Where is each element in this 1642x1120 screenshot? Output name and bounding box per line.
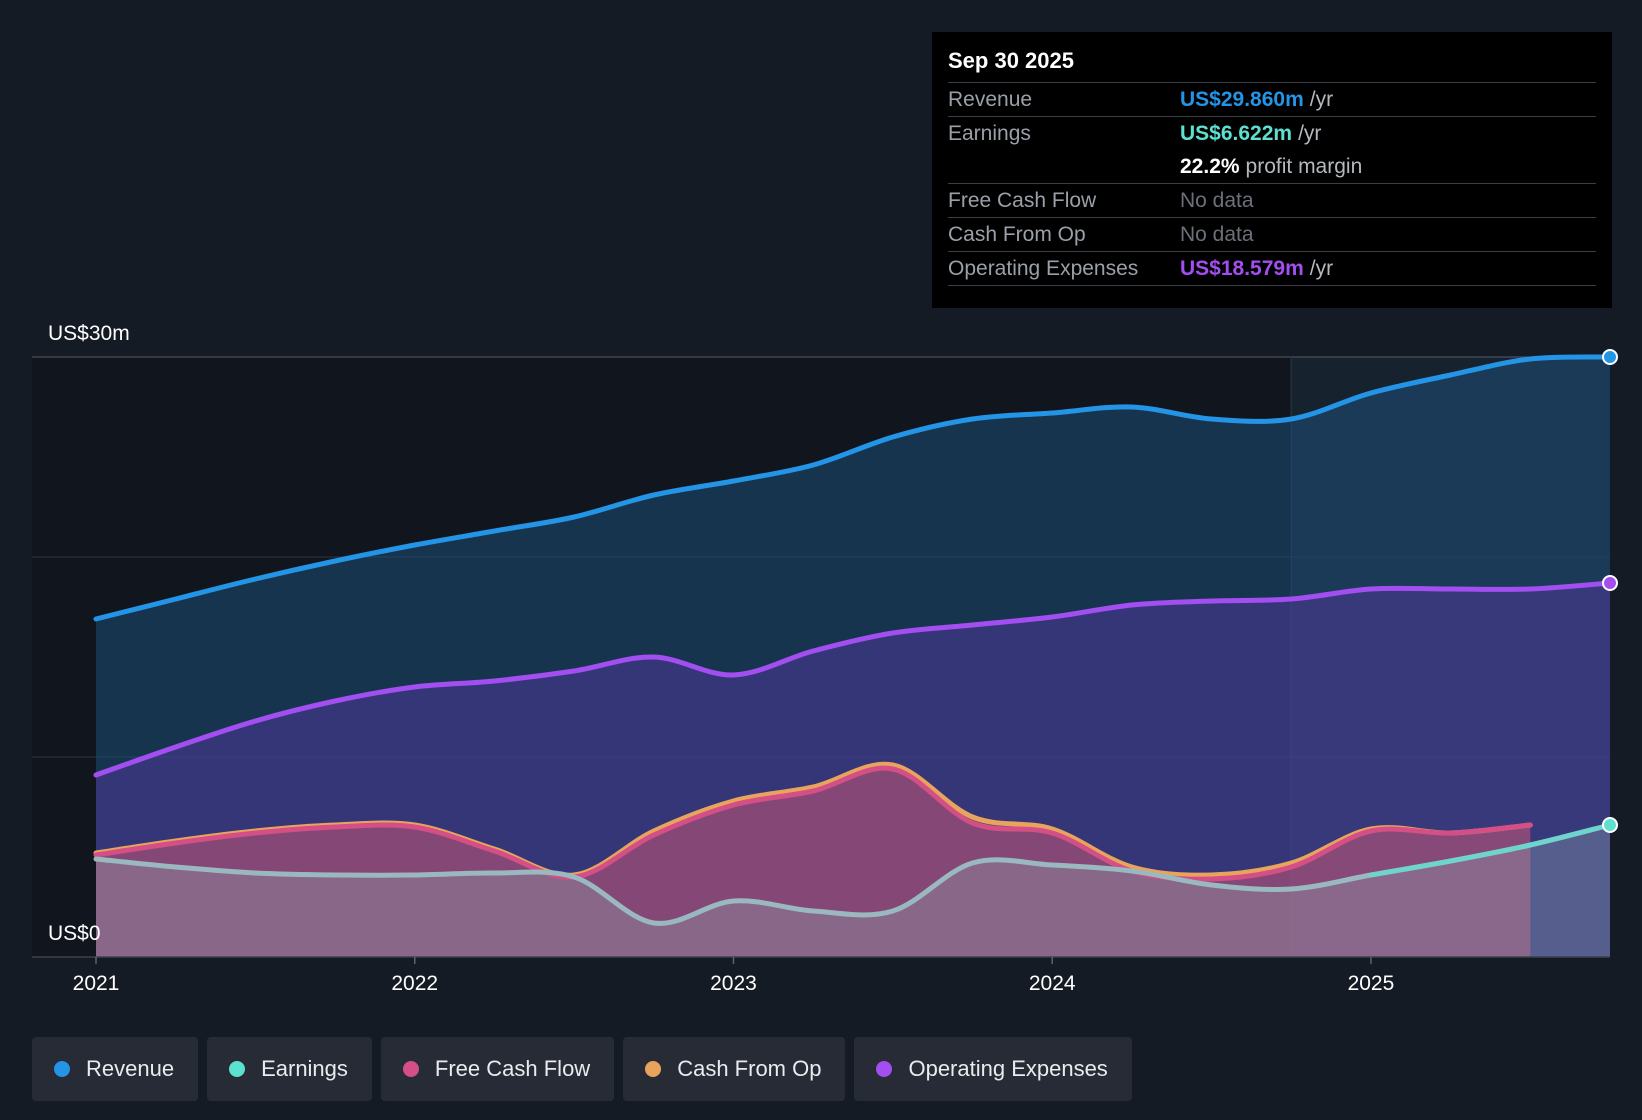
tooltip-label: Earnings (948, 122, 1031, 145)
legend-label: Operating Expenses (908, 1056, 1108, 1081)
legend-dot-icon (645, 1061, 662, 1077)
legend-label: Revenue (86, 1056, 175, 1081)
area-earnings (96, 825, 1610, 957)
tooltip-value: US$18.579m (1180, 257, 1304, 280)
legend-item-free-cash-flow[interactable]: Free Cash Flow (380, 1037, 615, 1101)
x-tick-label: 2025 (1348, 972, 1395, 995)
y-axis-top-label: US$30m (48, 322, 130, 345)
x-tick-label: 2022 (391, 972, 438, 995)
tooltip-row-margin: 22.2% profit margin (948, 150, 1596, 184)
legend-item-earnings[interactable]: Earnings (207, 1037, 372, 1101)
endpoint-earnings (1602, 817, 1618, 833)
tooltip-unit: /yr (1309, 88, 1334, 111)
tooltip-label: Cash From Op (948, 223, 1086, 246)
legend-dot-icon (876, 1061, 893, 1077)
tooltip-value: No data (1180, 189, 1254, 212)
tooltip-unit: /yr (1298, 122, 1322, 145)
tooltip-label: Free Cash Flow (948, 189, 1097, 212)
y-axis-bottom-label: US$0 (48, 922, 101, 945)
legend-dot-icon (229, 1061, 246, 1077)
legend-label: Free Cash Flow (434, 1056, 591, 1081)
line-fcf (93, 765, 1533, 882)
tooltip-value: No data (1180, 223, 1254, 246)
area-cfo (96, 764, 1531, 957)
tooltip-value: 22.2% (1180, 155, 1240, 178)
x-tick-label: 2021 (73, 972, 120, 995)
tooltip-row-revenue: Revenue US$29.860m /yr (948, 83, 1596, 117)
legend-dot-icon (402, 1061, 419, 1077)
legend-label: Cash From Op (677, 1056, 822, 1081)
legend: Revenue Earnings Free Cash Flow Cash Fro… (32, 1037, 1132, 1101)
endpoint-opex (1602, 575, 1618, 591)
series-lines (93, 354, 1613, 926)
tooltip-date: Sep 30 2025 (948, 46, 1596, 83)
tooltip-unit: /yr (1309, 257, 1334, 280)
area-revenue (96, 356, 1610, 957)
line-earnings (93, 822, 1613, 926)
tooltip-value: US$6.622m (1180, 122, 1293, 145)
legend-item-cash-from-op[interactable]: Cash From Op (623, 1037, 846, 1101)
endpoint-revenue (1602, 349, 1618, 365)
area-fcf (96, 768, 1531, 957)
x-axis: 2021 2022 2023 2024 2025 (73, 957, 1395, 995)
tooltip-value: US$29.860m (1180, 88, 1304, 111)
tooltip-row-fcf: Free Cash Flow No data (948, 184, 1596, 218)
tooltip-label (948, 150, 1180, 183)
legend-item-operating-expenses[interactable]: Operating Expenses (854, 1037, 1132, 1101)
line-earnings-recent (1368, 822, 1613, 878)
tooltip-panel: Sep 30 2025 Revenue US$29.860m /yr Earni… (932, 32, 1612, 308)
legend-dot-icon (54, 1061, 70, 1077)
tooltip-row-cfo: Cash From Op No data (948, 218, 1596, 252)
series-endpoints (1602, 349, 1618, 833)
legend-label: Earnings (261, 1056, 348, 1081)
tooltip-label: Operating Expenses (948, 257, 1139, 280)
x-tick-label: 2023 (710, 972, 757, 995)
tooltip-row-earnings: Earnings US$6.622m /yr (948, 117, 1596, 150)
legend-item-revenue[interactable]: Revenue (32, 1037, 199, 1101)
series-areas (96, 356, 1610, 957)
line-revenue (93, 354, 1613, 622)
tooltip-unit: profit margin (1245, 155, 1363, 178)
line-opex (93, 580, 1613, 778)
x-tick-label: 2024 (1029, 972, 1076, 995)
tooltip-row-opex: Operating Expenses US$18.579m /yr (948, 252, 1596, 286)
tooltip-label: Revenue (948, 88, 1033, 111)
